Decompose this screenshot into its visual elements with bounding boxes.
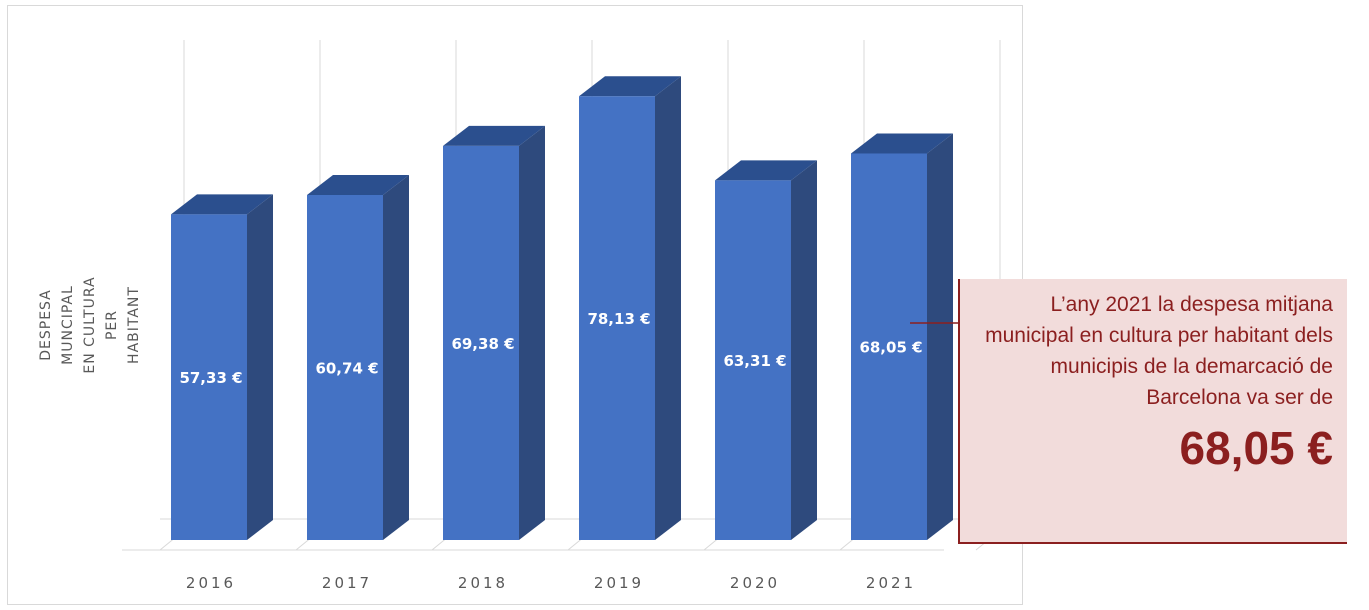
- bar-top: [579, 76, 681, 97]
- data-label: 69,38 €: [451, 335, 514, 353]
- bar-front: [443, 145, 519, 540]
- bar-front: [851, 153, 927, 540]
- data-label: 63,31 €: [723, 352, 786, 370]
- x-tick-label: 2019: [594, 574, 644, 592]
- callout-message: L’any 2021 la despesa mitjana municipal …: [985, 293, 1333, 409]
- bar-side: [655, 76, 681, 540]
- summary-callout: L’any 2021 la despesa mitjana municipal …: [958, 279, 1347, 544]
- bar-2021: [851, 133, 953, 540]
- bar-top: [851, 133, 953, 154]
- bar-2017: [307, 174, 409, 540]
- y-axis-label: DESPESA MUNCIPAL EN CULTURA PER HABITANT: [38, 110, 142, 540]
- callout-left-border: [958, 279, 960, 544]
- bar-2019: [579, 76, 681, 540]
- bar-2016: [171, 194, 273, 540]
- bar-front: [579, 96, 655, 540]
- x-tick-label: 2016: [186, 574, 236, 592]
- bar-top: [715, 160, 817, 181]
- bar-2020: [715, 160, 817, 540]
- callout-bottom-border: [958, 542, 1347, 544]
- bar-side: [383, 174, 409, 540]
- bar-2018: [443, 125, 545, 540]
- data-label: 57,33 €: [179, 369, 242, 387]
- x-tick-label: 2018: [458, 574, 508, 592]
- x-tick-label: 2020: [730, 574, 780, 592]
- data-label: 78,13 €: [587, 310, 650, 328]
- y-axis-label-text: DESPESA MUNCIPAL EN CULTURA PER HABITANT: [38, 276, 142, 374]
- bar-side: [247, 194, 273, 540]
- data-label: 60,74 €: [315, 359, 378, 377]
- bar-side: [927, 133, 953, 540]
- callout-value: 68,05 €: [1179, 422, 1333, 474]
- data-label: 68,05 €: [859, 339, 922, 357]
- bar-front: [171, 214, 247, 540]
- bar-top: [443, 125, 545, 146]
- x-tick-label: 2021: [866, 574, 916, 592]
- x-tick-label: 2017: [322, 574, 372, 592]
- bar-side: [519, 125, 545, 540]
- bar-front: [715, 180, 791, 540]
- bar-top: [307, 174, 409, 195]
- bar-front: [307, 194, 383, 540]
- bar-side: [791, 160, 817, 540]
- bar-top: [171, 194, 273, 215]
